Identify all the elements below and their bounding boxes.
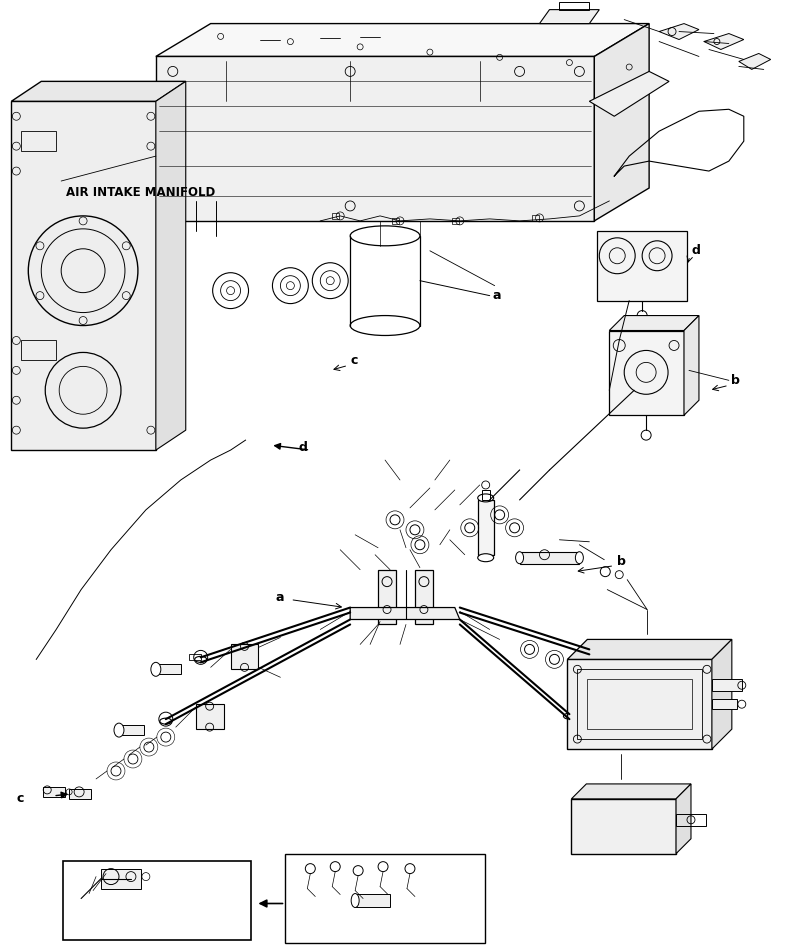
Ellipse shape bbox=[516, 552, 523, 563]
Bar bbox=[578, 670, 702, 739]
Text: a: a bbox=[275, 591, 284, 604]
Text: a: a bbox=[492, 289, 501, 302]
Ellipse shape bbox=[583, 649, 595, 655]
Text: AIR INTAKE MANIFOLD: AIR INTAKE MANIFOLD bbox=[66, 186, 215, 200]
Polygon shape bbox=[676, 784, 691, 854]
Bar bbox=[559, 2, 590, 10]
Polygon shape bbox=[196, 704, 223, 729]
Ellipse shape bbox=[351, 894, 359, 907]
Bar bbox=[478, 500, 494, 555]
Polygon shape bbox=[156, 56, 595, 221]
Bar bbox=[22, 131, 56, 151]
Bar bbox=[571, 799, 676, 854]
Text: b: b bbox=[617, 555, 626, 568]
Text: d: d bbox=[692, 244, 701, 257]
Bar bbox=[519, 552, 579, 563]
Bar bbox=[452, 218, 459, 224]
Polygon shape bbox=[231, 644, 259, 670]
Polygon shape bbox=[739, 53, 771, 69]
Bar bbox=[69, 788, 91, 799]
Bar bbox=[712, 679, 742, 692]
Ellipse shape bbox=[195, 656, 207, 662]
Polygon shape bbox=[567, 639, 732, 659]
Bar bbox=[392, 218, 399, 224]
Polygon shape bbox=[590, 71, 669, 116]
Ellipse shape bbox=[151, 662, 161, 676]
Text: d: d bbox=[298, 441, 307, 453]
Bar bbox=[332, 213, 339, 219]
Bar bbox=[156, 664, 181, 674]
Text: c: c bbox=[350, 354, 358, 367]
Bar bbox=[567, 659, 712, 749]
Ellipse shape bbox=[478, 554, 494, 561]
Ellipse shape bbox=[575, 552, 583, 563]
Polygon shape bbox=[609, 331, 684, 415]
Bar bbox=[22, 340, 56, 360]
Bar bbox=[119, 725, 144, 735]
Polygon shape bbox=[659, 24, 699, 40]
Bar bbox=[676, 814, 706, 826]
Ellipse shape bbox=[563, 713, 575, 719]
Text: b: b bbox=[731, 374, 740, 387]
Polygon shape bbox=[595, 24, 649, 221]
Bar bbox=[598, 231, 687, 300]
Polygon shape bbox=[609, 315, 699, 331]
Ellipse shape bbox=[478, 494, 494, 502]
Bar bbox=[378, 570, 396, 624]
Polygon shape bbox=[539, 10, 599, 24]
Polygon shape bbox=[156, 82, 186, 450]
Polygon shape bbox=[684, 315, 699, 415]
Ellipse shape bbox=[160, 718, 172, 724]
Bar bbox=[63, 861, 251, 940]
Bar bbox=[101, 868, 141, 888]
Text: c: c bbox=[16, 792, 24, 806]
Bar bbox=[531, 215, 539, 221]
Polygon shape bbox=[712, 639, 732, 749]
Ellipse shape bbox=[114, 723, 124, 737]
Polygon shape bbox=[704, 33, 744, 49]
Polygon shape bbox=[11, 82, 186, 102]
Polygon shape bbox=[11, 102, 156, 450]
Polygon shape bbox=[571, 784, 691, 799]
Bar bbox=[587, 679, 692, 729]
Bar bbox=[286, 854, 484, 943]
Bar bbox=[189, 655, 200, 660]
Bar bbox=[482, 490, 490, 500]
Polygon shape bbox=[350, 608, 460, 619]
Bar bbox=[43, 787, 65, 797]
Bar bbox=[415, 570, 433, 624]
Polygon shape bbox=[156, 24, 649, 56]
Bar bbox=[355, 894, 390, 907]
Bar bbox=[712, 699, 737, 710]
Ellipse shape bbox=[350, 226, 420, 246]
Ellipse shape bbox=[350, 315, 420, 335]
